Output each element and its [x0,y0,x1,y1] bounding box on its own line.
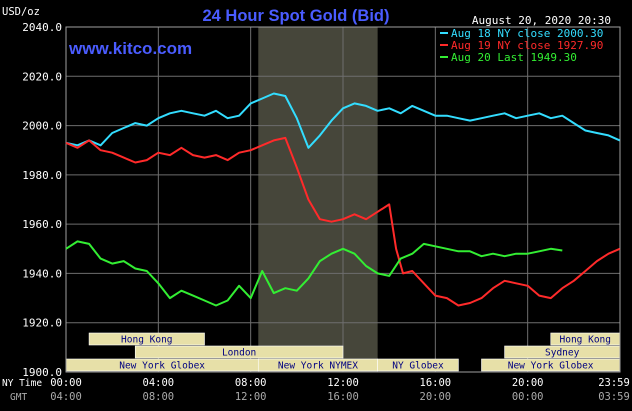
y-tick-label: 2040.0 [22,21,62,34]
legend-entry: Aug 19 NY close 1927.90 [451,39,603,52]
session-bar: New York NYMEX [257,358,378,372]
session-label: Sydney [545,348,580,359]
series-layer [65,92,621,307]
series-line-2 [65,240,563,307]
plot-frame [65,26,621,373]
x-tick-label-gmt: 16:00 [327,391,359,403]
nymex-shade [258,27,378,372]
x-tick-label-gmt: 00:00 [512,391,544,403]
brand-watermark: www.kitco.com [68,39,192,58]
x-tick-label-gmt: 20:00 [420,391,452,403]
x-tick-label-ny: 23:59 [598,377,630,389]
session-label: New York Globex [119,361,205,372]
session-bar-fill [377,358,459,372]
y-tick-label: 1940.0 [22,267,62,280]
ny-time-label: NY Time [2,378,42,389]
x-tick-label-gmt: 08:00 [143,391,175,403]
legend-entry: Aug 18 NY close 2000.30 [451,27,603,40]
session-label: Hong Kong [121,335,172,346]
gmt-label: GMT [10,392,27,403]
y-unit-label: USD/oz [2,6,40,18]
x-tick-label-ny: 08:00 [235,377,267,389]
date-stamp: August 20, 2020 20:30 [472,14,611,27]
series-line-1 [65,136,621,307]
y-tick-label: 1900.0 [22,366,62,379]
y-tick-label: 2020.0 [22,70,62,83]
x-tick-label-ny: 00:00 [50,377,82,389]
session-bar: Sydney [504,345,621,359]
session-bar: New York Globex [481,358,621,372]
axis-layer: 1900.0 1920.0 1940.0 1960.0 1980.0 2000.0 2020… [22,21,630,403]
session-bar: Hong Kong [550,332,621,346]
session-bar-fill [134,345,344,359]
session-bar: Hong Kong [88,332,205,346]
market-sessions: Hong Kong Hong Kong London Sydney New York G… [65,332,621,372]
x-tick-label-ny: 12:00 [327,377,359,389]
legend-entry: Aug 20 Last 1949.30 [451,51,577,64]
session-bar: New York Globex [65,358,259,372]
session-label: New York Globex [508,361,594,372]
x-tick-label-gmt: 12:00 [235,391,267,403]
y-tick-label: 1980.0 [22,169,62,182]
chart-title: 24 Hour Spot Gold (Bid) [203,7,390,25]
y-tick-label: 2000.0 [22,120,62,133]
series-line-0 [65,92,621,149]
session-label: Hong Kong [560,335,611,346]
session-bar: NY Globex [377,358,459,372]
y-tick-label: 1960.0 [22,218,62,231]
x-tick-label-ny: 16:00 [420,377,452,389]
x-tick-label-gmt: 03:59 [598,391,630,403]
x-tick-label-ny: 20:00 [512,377,544,389]
session-bar: London [134,345,344,359]
y-tick-label: 1920.0 [22,317,62,330]
session-label: New York NYMEX [278,361,358,372]
x-tick-label-ny: 04:00 [143,377,175,389]
x-tick-label-gmt: 04:00 [50,391,82,403]
session-label: London [222,348,256,359]
session-bar-fill [88,332,205,346]
session-label: NY Globex [392,361,444,372]
